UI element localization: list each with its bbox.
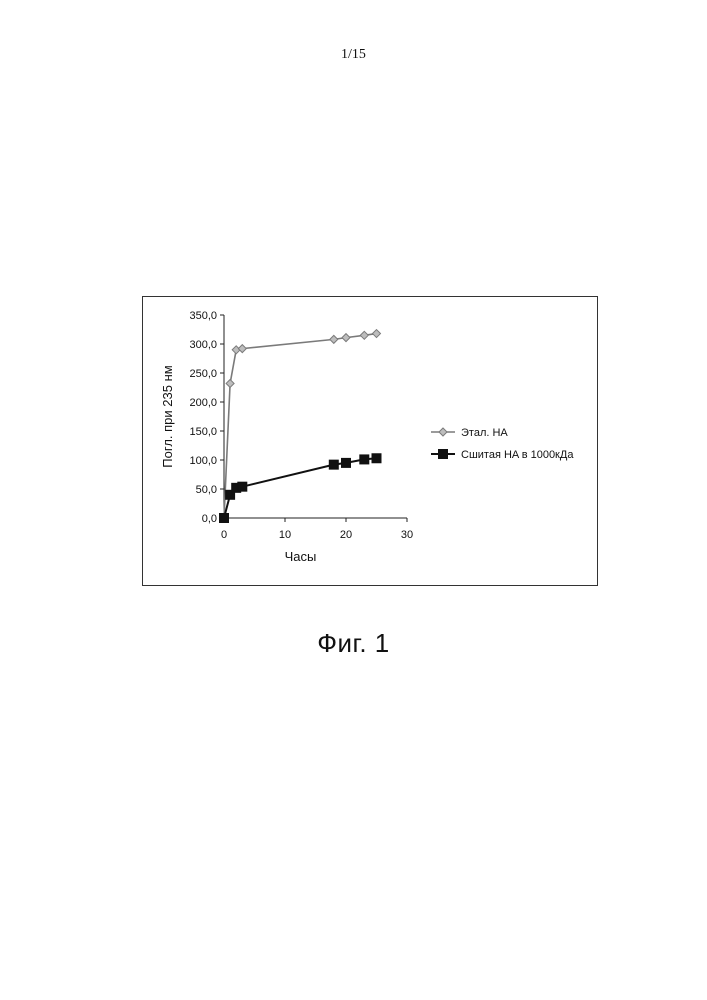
data-point-square — [439, 450, 448, 459]
series-group — [220, 454, 382, 523]
figure-caption: Фиг. 1 — [0, 628, 707, 659]
y-tick-label: 150,0 — [189, 426, 217, 438]
y-tick-label: 100,0 — [189, 455, 217, 467]
x-tick-label: 0 — [221, 529, 227, 541]
x-axis-label: Часы — [285, 549, 317, 564]
legend-label: Этал. HA — [461, 427, 508, 439]
y-tick-label: 250,0 — [189, 368, 217, 380]
y-tick-label: 350,0 — [189, 310, 217, 322]
y-axis-label: Погл. при 235 нм — [160, 365, 175, 467]
data-point-diamond — [439, 428, 447, 436]
data-point-square — [342, 458, 351, 467]
y-tick-label: 50,0 — [196, 484, 217, 496]
chart-axes: 0,0 50,0 100,0 150,0 200,0 250,0 300,0 350,0 0 10… — [160, 310, 413, 564]
y-tick-label: 0,0 — [202, 513, 217, 525]
data-point-diamond — [238, 345, 246, 353]
data-point-square — [329, 460, 338, 469]
data-point-square — [220, 514, 229, 523]
legend-label: Сшитая HA в 1000кДа — [461, 449, 574, 461]
chart-series — [220, 330, 382, 523]
y-tick-label: 200,0 — [189, 397, 217, 409]
data-point-square — [238, 482, 247, 491]
series-group — [220, 330, 381, 522]
data-point-square — [360, 455, 369, 464]
x-tick-label: 20 — [340, 529, 352, 541]
chart-legend: Этал. HA Сшитая HA в 1000кДа — [431, 427, 574, 461]
x-tick-label: 30 — [401, 529, 413, 541]
data-point-square — [372, 454, 381, 463]
y-tick-label: 300,0 — [189, 339, 217, 351]
x-tick-label: 10 — [279, 529, 291, 541]
data-point-diamond — [226, 379, 234, 387]
data-point-diamond — [342, 334, 350, 342]
data-point-diamond — [360, 331, 368, 339]
data-point-diamond — [330, 335, 338, 343]
data-point-diamond — [373, 330, 381, 338]
